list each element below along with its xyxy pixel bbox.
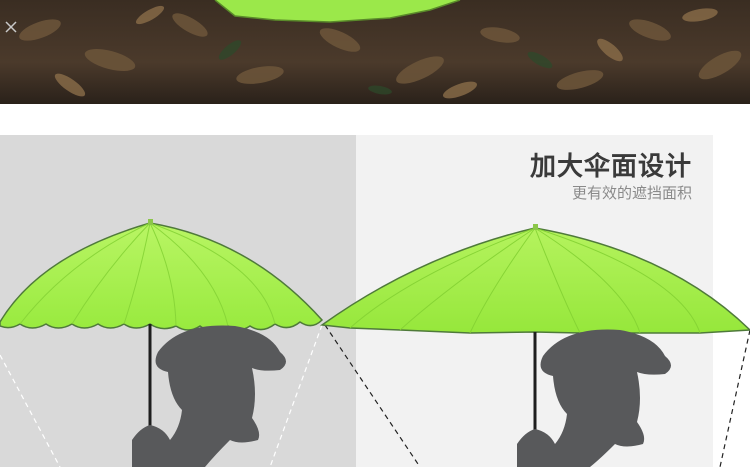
banner-subtitle: 更有效的遮挡面积 — [571, 184, 692, 202]
right-umbrella — [319, 224, 750, 467]
spacer — [0, 104, 750, 135]
umbrella-edge — [215, 0, 460, 22]
person-silhouette-right — [517, 329, 671, 467]
forest-floor-image — [0, 0, 750, 104]
right-margin — [713, 135, 750, 467]
person-silhouette-left — [132, 325, 286, 467]
banner-title: 加大伞面设计 — [529, 152, 692, 182]
forest-floor-photo — [0, 0, 750, 104]
corner-x-icon — [5, 21, 17, 33]
left-umbrella — [0, 219, 324, 467]
